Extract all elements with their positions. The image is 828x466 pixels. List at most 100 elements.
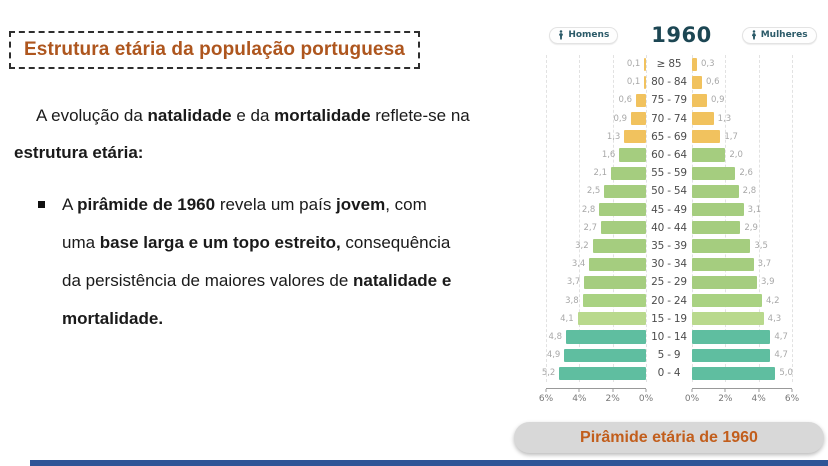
intro-paragraph: A evolução da natalidade e da mortalidad…: [14, 106, 470, 162]
bar-homens: [566, 330, 646, 344]
caption-text: Pirâmide etária de 1960: [580, 428, 758, 446]
caption-pill: Pirâmide etária de 1960: [514, 422, 824, 453]
value-label-mulheres: 3,7: [757, 259, 772, 270]
pyramid-row: 0,6 75 - 79 0,9: [546, 91, 792, 109]
age-group-label: 75 - 79: [651, 94, 687, 107]
pyramid-row: 4,8 10 - 14 4,7: [546, 328, 792, 346]
bar-homens: [611, 166, 646, 180]
age-group-label: 80 - 84: [651, 76, 687, 89]
axis-left: 6% 4% 2% 0%: [539, 388, 653, 407]
bar-mulheres: [692, 203, 744, 217]
bullet-item: A pirâmide de 1960 revela um país jovem,…: [38, 186, 538, 338]
bar-homens: [644, 75, 646, 89]
page-title: Estrutura etária da população portuguesa: [24, 39, 405, 60]
value-label-mulheres: 0,9: [711, 95, 725, 106]
value-label-homens: 3,7: [566, 277, 581, 288]
value-label-homens: 1,6: [601, 150, 616, 161]
population-pyramid: Homens 1960 Mulheres 0,1 ≥ 85 0,3 0,1 80 - 8…: [535, 22, 828, 407]
value-label-homens: 0,6: [618, 95, 632, 106]
value-label-homens: 0,1: [626, 77, 641, 88]
value-label-mulheres: 4,7: [774, 331, 788, 342]
age-group-label: 0 - 4: [657, 367, 681, 380]
pyramid-rows: 0,1 ≥ 85 0,3 0,1 80 - 84 0,6 0,6 75 - 79 0,9 0,9 7…: [542, 55, 793, 383]
value-label-mulheres: 2,9: [744, 222, 758, 233]
value-label-homens: 4,8: [548, 331, 562, 342]
legend-mulheres-label: Mulheres: [760, 30, 808, 40]
pyramid-row: 3,4 30 - 34 3,7: [546, 255, 792, 273]
value-label-mulheres: 5,0: [779, 368, 793, 379]
gridline: [692, 55, 693, 383]
pyramid-row: 3,2 35 - 39 3,5: [546, 237, 792, 255]
bar-mulheres: [692, 221, 741, 235]
axis-tick: [724, 389, 726, 393]
pyramid-row: 2,7 40 - 44 2,9: [546, 219, 792, 237]
bar-homens: [599, 203, 646, 217]
bar-mulheres: [692, 112, 714, 126]
axis-tick-label: 0%: [684, 394, 700, 405]
axis-tick: [545, 389, 547, 393]
bar-mulheres: [692, 293, 762, 308]
pyramid-row: 4,9 5 - 9 4,7: [546, 346, 792, 364]
page-title-box: Estrutura etária da população portuguesa: [9, 31, 420, 69]
axis-tick-label: 2%: [605, 394, 620, 405]
pyramid-row: 3,7 25 - 29 3,9: [546, 273, 792, 291]
value-label-mulheres: 3,1: [747, 204, 762, 215]
bar-mulheres: [692, 239, 751, 253]
pyramid-row: 0,1 ≥ 85 0,3: [546, 55, 792, 73]
axis-tick-label: 4%: [751, 394, 766, 405]
gridline: [725, 55, 727, 383]
bar-homens: [564, 348, 646, 362]
bar-homens: [589, 257, 646, 271]
value-label-homens: 0,1: [626, 59, 641, 70]
axis-tick-label: 6%: [538, 394, 554, 405]
legend-mulheres-badge: Mulheres: [741, 26, 817, 44]
gridline: [579, 55, 581, 383]
value-label-homens: 3,4: [571, 259, 586, 270]
axis-tick: [645, 389, 647, 393]
value-label-homens: 2,5: [586, 186, 601, 197]
bar-homens: [636, 93, 646, 108]
bar-homens: [604, 184, 646, 198]
value-label-homens: 3,2: [575, 240, 589, 251]
woman-icon: [751, 30, 756, 40]
bar-mulheres: [692, 166, 736, 180]
chart-year-title: 1960: [651, 23, 712, 47]
axis-tick-label: 4%: [572, 394, 587, 405]
gridline: [646, 55, 647, 383]
bullet-square-icon: [38, 186, 62, 338]
axis-tick: [691, 389, 693, 393]
pyramid-row: 3,8 20 - 24 4,2: [546, 291, 792, 309]
age-group-label: 25 - 29: [651, 276, 687, 289]
man-icon: [559, 30, 564, 40]
bar-mulheres: [692, 75, 702, 89]
gridline: [612, 55, 614, 383]
pyramid-axis: 6% 4% 2% 0% 0% 2% 4% 6%: [539, 388, 799, 407]
age-group-label: 70 - 74: [651, 112, 687, 125]
bar-homens: [592, 239, 646, 253]
value-label-homens: 4,9: [546, 350, 561, 361]
pyramid-row: 4,1 15 - 19 4,3: [546, 310, 792, 328]
value-label-mulheres: 1,7: [724, 131, 738, 142]
age-group-label: 5 - 9: [657, 349, 681, 362]
pyramid-row: 1,6 60 - 64 2,0: [546, 146, 792, 164]
value-label-homens: 2,7: [583, 222, 597, 233]
bar-mulheres: [692, 312, 764, 326]
value-label-mulheres: 4,7: [774, 350, 788, 361]
value-label-mulheres: 4,2: [766, 295, 780, 306]
legend-homens-label: Homens: [568, 30, 610, 40]
pyramid-row: 0,9 70 - 74 1,3: [546, 110, 792, 128]
value-label-homens: 4,1: [560, 313, 574, 324]
age-group-label: 55 - 59: [651, 167, 687, 180]
age-group-label: 50 - 54: [651, 185, 687, 198]
bullet-text: A pirâmide de 1960 revela um país jovem,…: [62, 195, 452, 328]
bar-homens: [584, 275, 646, 289]
pyramid-row: 2,1 55 - 59 2,6: [546, 164, 792, 182]
bar-homens: [559, 366, 646, 380]
axis-tick: [758, 389, 760, 393]
pyramid-header: Homens 1960 Mulheres: [535, 22, 828, 48]
value-label-homens: 2,1: [593, 168, 607, 179]
bar-homens: [577, 312, 646, 326]
gridline: [758, 55, 760, 383]
value-label-mulheres: 2,6: [739, 168, 753, 179]
value-label-mulheres: 1,3: [717, 113, 732, 124]
